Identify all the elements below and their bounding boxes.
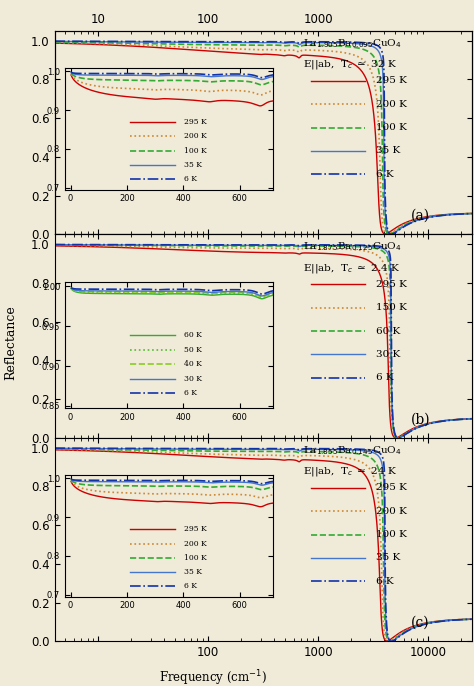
Text: 295 K: 295 K <box>376 483 407 493</box>
Text: 295 K: 295 K <box>376 76 407 85</box>
Text: Reflectance: Reflectance <box>5 306 18 380</box>
Text: 35 K: 35 K <box>376 554 400 563</box>
Text: 6 K: 6 K <box>376 577 393 586</box>
Text: 200 K: 200 K <box>376 507 407 516</box>
Text: (a): (a) <box>411 209 430 223</box>
Text: 150 K: 150 K <box>376 303 407 312</box>
Text: La$_{1.875}$Ba$_{0.125}$CuO$_4$: La$_{1.875}$Ba$_{0.125}$CuO$_4$ <box>303 241 401 253</box>
Text: La$_{1.905}$Ba$_{0.095}$CuO$_4$: La$_{1.905}$Ba$_{0.095}$CuO$_4$ <box>303 37 401 50</box>
Text: 295 K: 295 K <box>376 280 407 289</box>
Text: La$_{1.855}$Ba$_{0.145}$CuO$_4$: La$_{1.855}$Ba$_{0.145}$CuO$_4$ <box>303 444 401 457</box>
Text: (b): (b) <box>411 413 431 427</box>
Text: E||ab,  T$_c$ $\simeq$ 32 K: E||ab, T$_c$ $\simeq$ 32 K <box>303 58 397 71</box>
Text: 6 K: 6 K <box>376 373 393 382</box>
Text: 100 K: 100 K <box>376 123 407 132</box>
Text: Frequency (cm$^{-1}$): Frequency (cm$^{-1}$) <box>159 669 267 686</box>
Text: E||ab,  T$_c$ $\simeq$ 2.4 K: E||ab, T$_c$ $\simeq$ 2.4 K <box>303 262 401 275</box>
Text: 100 K: 100 K <box>376 530 407 539</box>
Text: 60 K: 60 K <box>376 327 400 335</box>
Text: 6 K: 6 K <box>376 170 393 179</box>
Text: (c): (c) <box>411 616 430 630</box>
Text: 30 K: 30 K <box>376 350 400 359</box>
Text: 200 K: 200 K <box>376 99 407 108</box>
Text: 35 K: 35 K <box>376 146 400 156</box>
Text: E||ab,  T$_c$ $\simeq$ 24 K: E||ab, T$_c$ $\simeq$ 24 K <box>303 465 397 478</box>
